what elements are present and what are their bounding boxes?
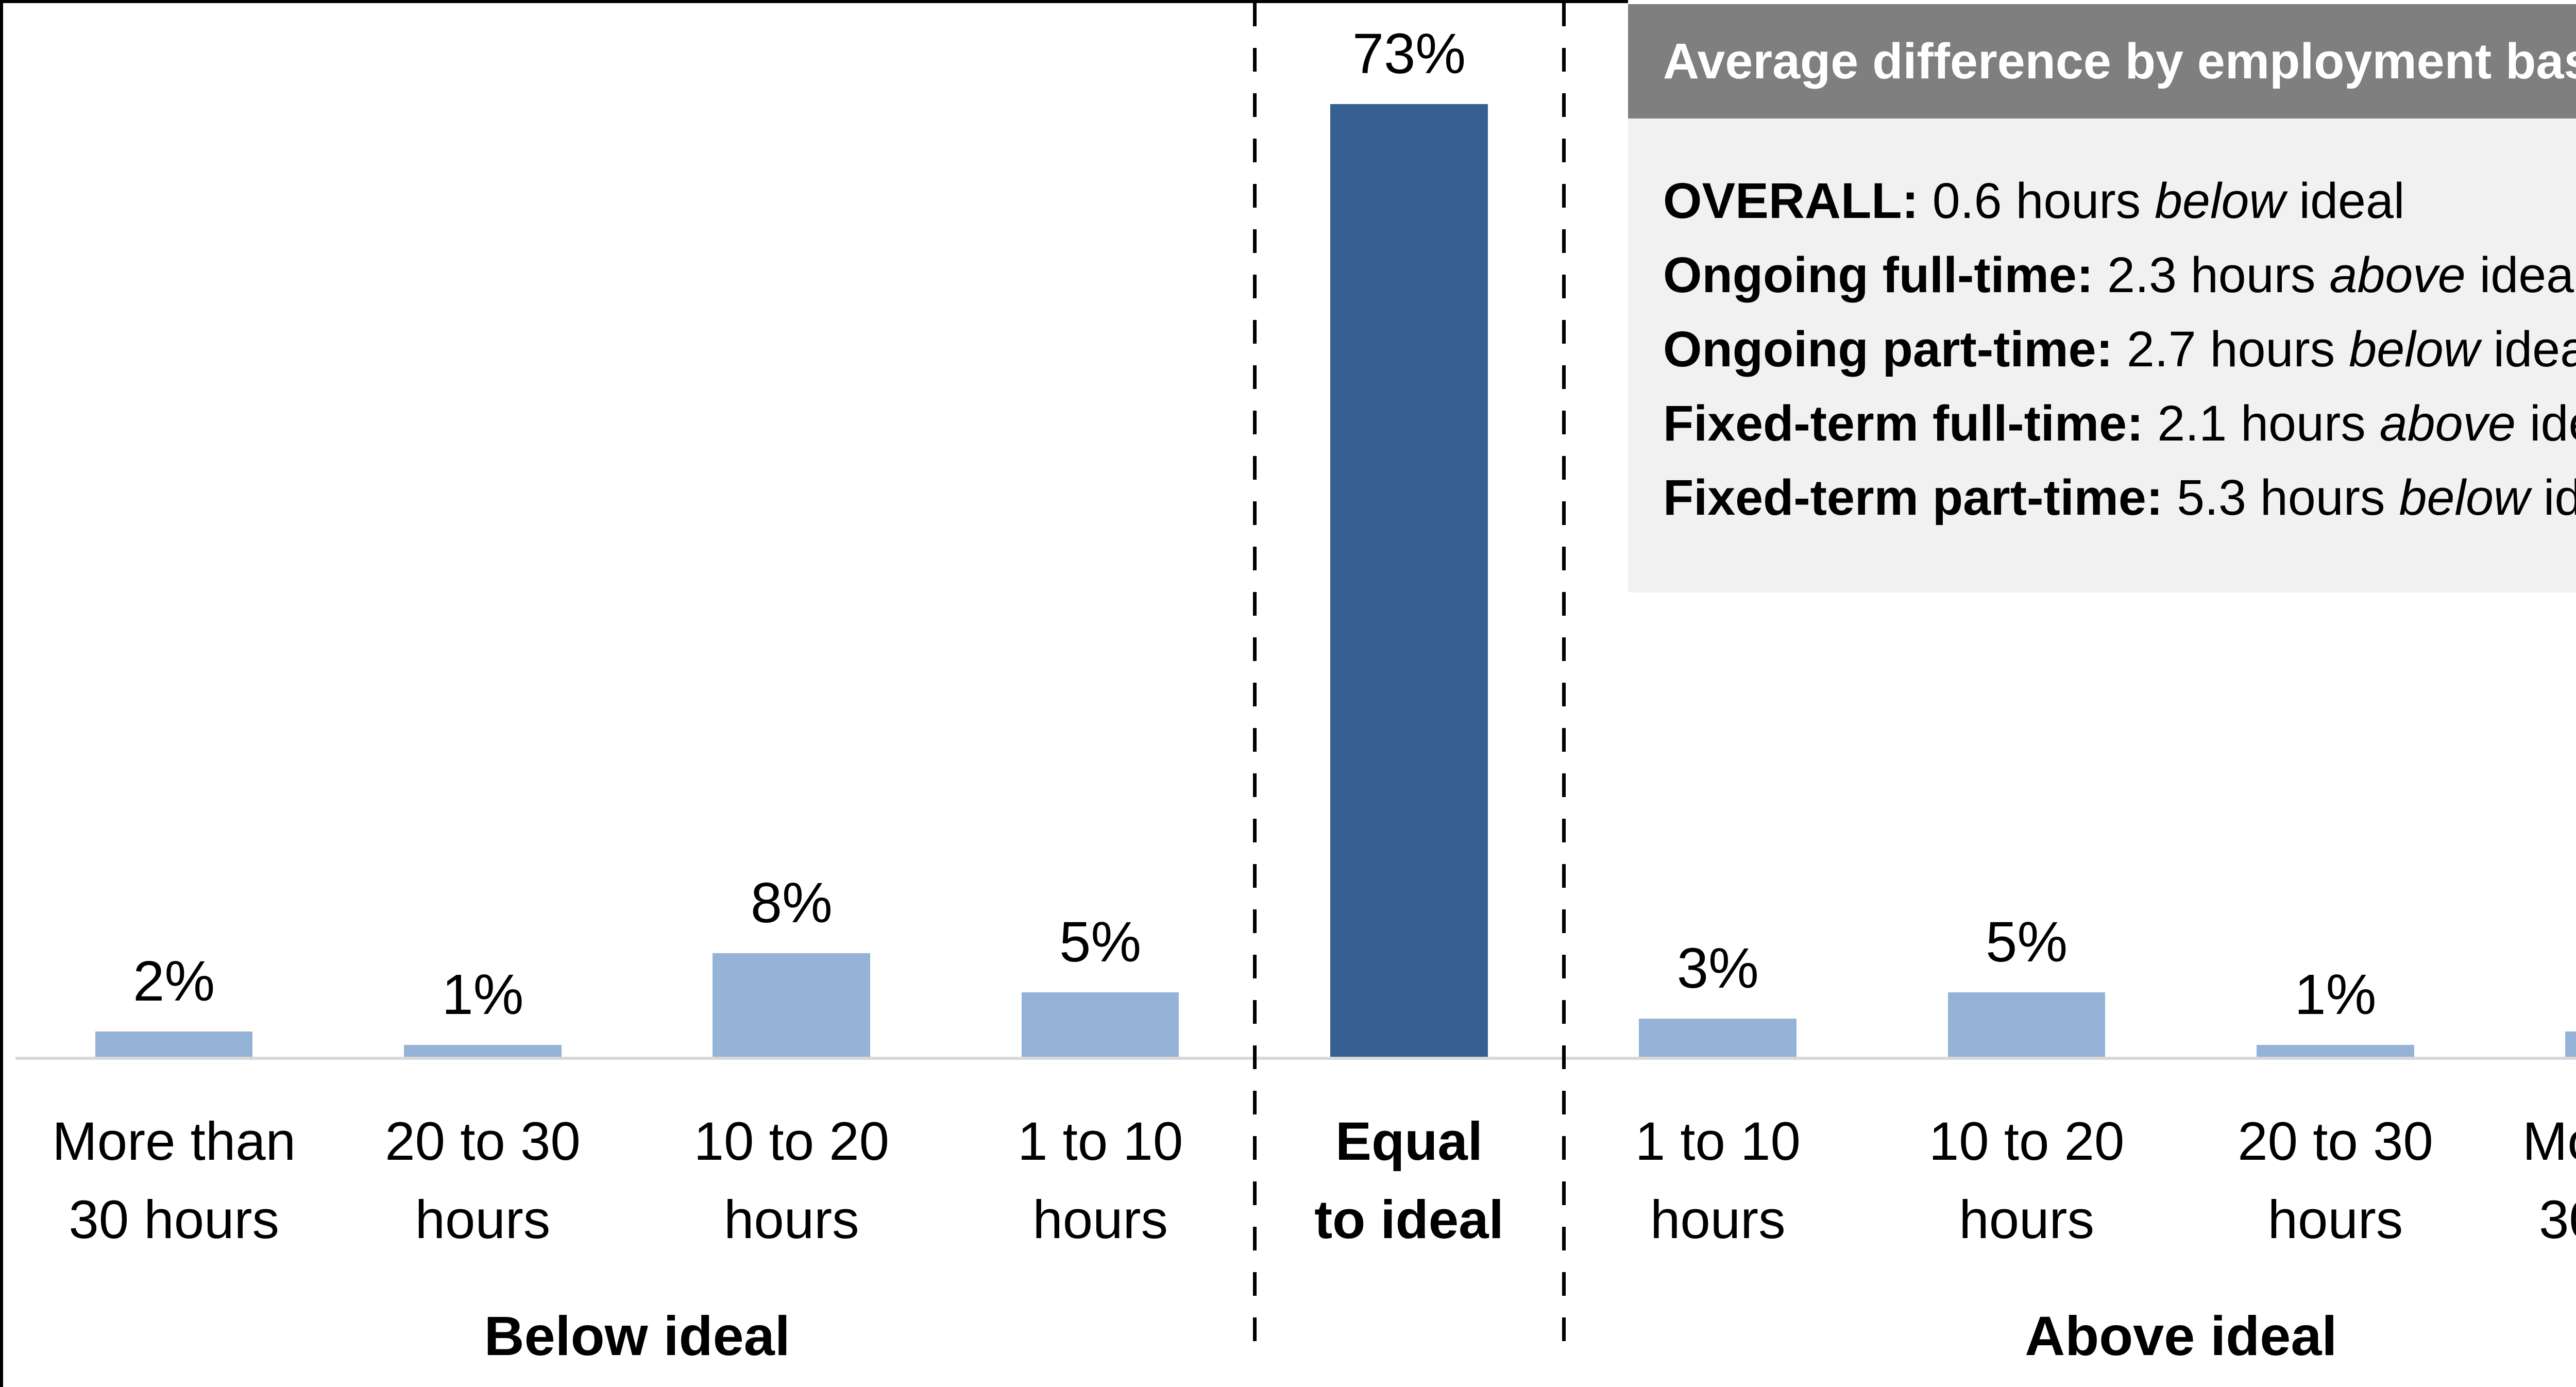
info-line-1: Ongoing full-time: 2.3 hours above ideal bbox=[1663, 238, 2576, 312]
info-line-2: Ongoing part-time: 2.7 hours below ideal bbox=[1663, 312, 2576, 386]
info-line-direction: below bbox=[2349, 321, 2480, 377]
bar-column-0: 2% bbox=[20, 0, 328, 1058]
value-label-8: 2% bbox=[2490, 953, 2576, 1010]
bar-segment-5 bbox=[1639, 1019, 1797, 1058]
bar-segment-1 bbox=[404, 1045, 562, 1058]
bar-segment-6 bbox=[1947, 992, 2106, 1058]
category-axis-labels: More than 30 hours 20 to 30 hours 10 to 20… bbox=[20, 1103, 2576, 1273]
bar-segment-3 bbox=[1021, 992, 1179, 1058]
info-line-4: Fixed-term part-time: 5.3 hours below id… bbox=[1663, 461, 2576, 535]
info-line-label: Ongoing full-time: bbox=[1663, 247, 2094, 303]
info-line-text: ideal bbox=[2465, 247, 2576, 303]
info-line-text: ideal bbox=[2529, 395, 2576, 451]
info-line-text: ideal bbox=[2543, 469, 2576, 526]
bar-column-3: 5% bbox=[946, 0, 1255, 1058]
bar-column-8: 2% bbox=[2490, 0, 2576, 1058]
bar-plot-area: 2% 1% 8% 5% 73% 3% 5% 1% 2% bbox=[20, 0, 2576, 1058]
info-box-body: OVERALL: 0.6 hours below ideal Ongoing fu… bbox=[1628, 119, 2576, 593]
bar-segment-2 bbox=[713, 953, 871, 1058]
info-line-label: Ongoing part-time: bbox=[1663, 321, 2113, 377]
value-label-1: 1% bbox=[442, 963, 524, 1026]
info-box: Average difference by employment basis O… bbox=[1628, 4, 2576, 593]
bar-segment-7 bbox=[2257, 1045, 2414, 1058]
info-box-header: Average difference by employment basis bbox=[1628, 4, 2576, 119]
info-line-text: 0.6 hours bbox=[1918, 173, 2155, 229]
info-line-direction: above bbox=[2329, 247, 2466, 303]
category-label-3: 1 to 10 hours bbox=[1018, 1111, 1183, 1250]
bar-column-1: 1% bbox=[328, 0, 637, 1058]
dashed-divider-right bbox=[1562, 3, 1566, 1363]
info-line-label: Fixed-term full-time: bbox=[1663, 395, 2144, 451]
info-line-0: OVERALL: 0.6 hours below ideal bbox=[1663, 164, 2576, 238]
category-label-5: 1 to 10 hours bbox=[1635, 1111, 1801, 1250]
value-label-5: 3% bbox=[1676, 937, 1759, 1000]
bar-column-5: 3% bbox=[1564, 0, 1872, 1058]
value-label-2: 8% bbox=[750, 871, 833, 935]
x-axis-line bbox=[15, 1057, 2576, 1060]
category-label-7: 20 to 30 hours bbox=[2238, 1111, 2433, 1250]
value-label-3: 5% bbox=[1059, 910, 1142, 974]
bar-segment-8 bbox=[2565, 1031, 2576, 1058]
value-label-0: 2% bbox=[133, 950, 215, 1013]
value-label-4: 73% bbox=[1352, 22, 1466, 86]
value-label-6: 5% bbox=[1986, 910, 2068, 974]
group-label-below-ideal: Below ideal bbox=[484, 1305, 790, 1367]
category-label-4: Equal to ideal bbox=[1314, 1111, 1504, 1250]
value-label-7: 1% bbox=[2294, 963, 2377, 1026]
category-label-1: 20 to 30 hours bbox=[385, 1111, 581, 1250]
dashed-divider-left bbox=[1253, 3, 1257, 1363]
info-line-text: 2.3 hours bbox=[2093, 247, 2330, 303]
bar-segment-0 bbox=[95, 1031, 253, 1058]
bar-column-6: 5% bbox=[1872, 0, 2181, 1058]
info-line-text: ideal bbox=[2493, 321, 2576, 377]
bar-column-4: 73% bbox=[1255, 0, 1563, 1058]
category-label-0: More than 30 hours bbox=[52, 1111, 296, 1250]
info-line-text: 5.3 hours bbox=[2163, 469, 2399, 526]
info-line-direction: above bbox=[2379, 395, 2516, 451]
bar-column-2: 8% bbox=[637, 0, 946, 1058]
bar-column-7: 1% bbox=[2181, 0, 2489, 1058]
info-line-direction: below bbox=[2399, 469, 2530, 526]
frame-border-left bbox=[0, 0, 3, 1387]
info-line-text: ideal bbox=[2285, 173, 2405, 229]
info-line-label: Fixed-term part-time: bbox=[1663, 469, 2163, 526]
info-line-direction: below bbox=[2155, 173, 2285, 229]
info-line-3: Fixed-term full-time: 2.1 hours above id… bbox=[1663, 386, 2576, 461]
info-line-text: 2.7 hours bbox=[2112, 321, 2349, 377]
group-label-above-ideal: Above ideal bbox=[2025, 1305, 2337, 1367]
info-line-label: OVERALL: bbox=[1663, 173, 1919, 229]
frame-border-top bbox=[0, 0, 1628, 3]
bar-equal-to-ideal bbox=[1330, 104, 1488, 1058]
info-line-text: 2.1 hours bbox=[2143, 395, 2380, 451]
info-box-title: Average difference by employment basis bbox=[1663, 33, 2576, 89]
category-label-2: 10 to 20 hours bbox=[693, 1111, 890, 1250]
category-label-6: 10 to 20 hours bbox=[1928, 1111, 2125, 1250]
category-label-8: More than 30 hours bbox=[2522, 1111, 2576, 1250]
